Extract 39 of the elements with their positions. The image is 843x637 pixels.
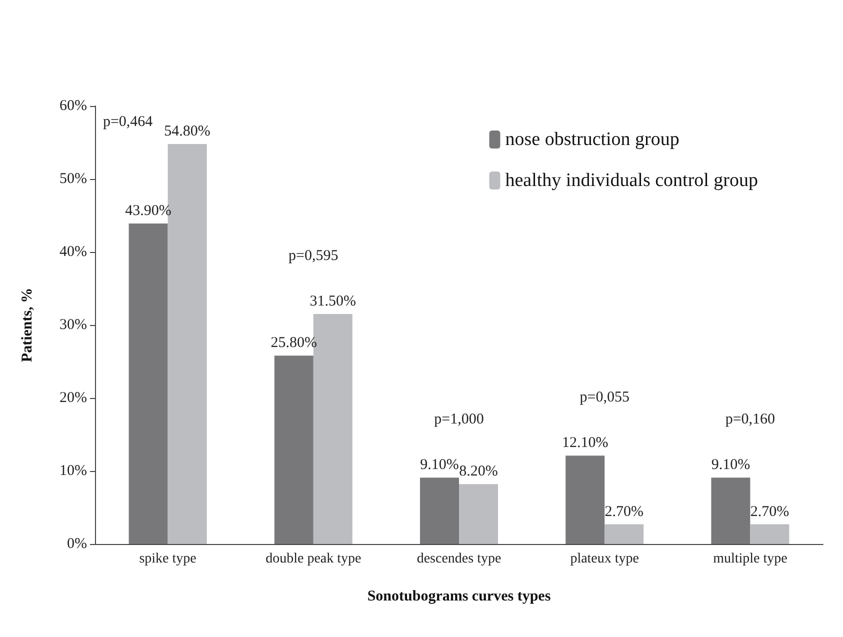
data-label: 2.70% <box>750 504 790 520</box>
annotation: p=0,595 <box>288 248 338 264</box>
legend-label: nose obstruction group <box>505 129 680 150</box>
bar <box>128 224 168 544</box>
x-axis-title: Sonotubograms curves types <box>367 588 551 604</box>
data-label: 54.80% <box>164 123 210 140</box>
data-label: 2.70% <box>604 504 644 520</box>
data-label: 8.20% <box>459 464 498 480</box>
y-tick-label: 10% <box>60 463 87 479</box>
x-tick-label: spike type <box>139 552 196 566</box>
x-tick-label: double peak type <box>266 552 362 566</box>
data-label: 9.10% <box>711 457 750 474</box>
data-label: 25.80% <box>270 335 318 352</box>
y-tick-label: 60% <box>60 98 87 114</box>
x-tick-label: plateux type <box>570 552 640 566</box>
data-label: 12.10% <box>562 435 608 452</box>
bar <box>274 356 314 544</box>
y-tick-label: 20% <box>60 390 87 406</box>
y-tick-label: 0% <box>67 536 87 552</box>
x-tick-label: multiple type <box>713 552 788 566</box>
data-label: 9.10% <box>420 457 459 474</box>
y-axis-title: Patients, % <box>20 288 36 362</box>
annotation: p=0,160 <box>725 412 776 428</box>
annotation: p=0,055 <box>580 390 630 406</box>
data-label: 43.90% <box>125 203 172 220</box>
bar <box>566 456 605 544</box>
bar <box>711 478 750 544</box>
annotation: p=0,464 <box>102 114 154 130</box>
legend-label: healthy individuals control group <box>505 170 758 191</box>
x-tick-label: descendes type <box>416 552 502 566</box>
y-tick-label: 40% <box>60 244 87 260</box>
data-label: 31.50% <box>310 294 356 310</box>
bar <box>750 524 790 544</box>
y-tick-label: 50% <box>60 171 87 187</box>
bar <box>420 478 459 544</box>
annotation: p=1,000 <box>434 412 484 428</box>
y-tick-label: 30% <box>60 317 87 333</box>
bar <box>604 524 644 544</box>
bar <box>459 484 498 544</box>
